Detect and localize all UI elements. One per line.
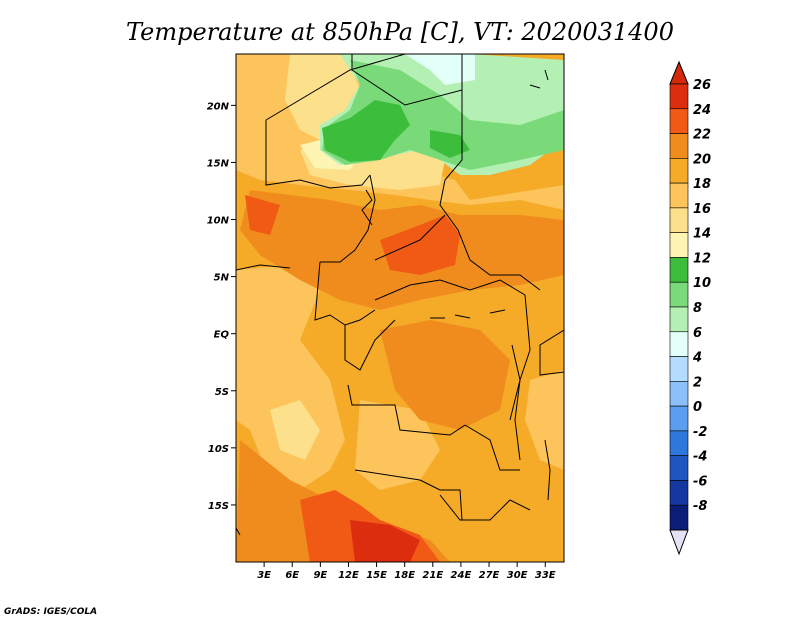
colorbar-swatch bbox=[669, 405, 689, 432]
colorbar-over-arrow bbox=[669, 60, 689, 85]
colorbar-label: 10 bbox=[693, 276, 711, 291]
field-band-16-coast bbox=[270, 400, 320, 460]
colorbar-label: 6 bbox=[693, 326, 702, 341]
lon-tick-label: 30E bbox=[507, 570, 528, 581]
lat-tick-label: 10N bbox=[207, 216, 230, 227]
map-frame bbox=[235, 53, 565, 563]
colorbar-label: 12 bbox=[693, 251, 711, 266]
field-band-22-central bbox=[380, 215, 460, 275]
colorbar-swatch bbox=[669, 158, 689, 184]
colorbar-swatch bbox=[669, 356, 689, 382]
colorbar-swatch bbox=[669, 455, 689, 481]
colorbar-label: 18 bbox=[693, 177, 711, 192]
colorbar-swatch bbox=[669, 182, 689, 209]
border-niger-chad-libya bbox=[351, 54, 463, 181]
lon-tick-label: 27E bbox=[479, 570, 500, 581]
colorbar-swatch bbox=[669, 83, 689, 110]
field-band-18-east bbox=[525, 370, 564, 470]
border-chad-sudan bbox=[439, 179, 541, 291]
field-band-6 bbox=[405, 54, 475, 85]
lat-tick-label: 10S bbox=[208, 444, 229, 455]
lon-tick-label: 24E bbox=[451, 570, 472, 581]
lake-tanganyika bbox=[509, 344, 521, 421]
colorbar-label: -2 bbox=[693, 425, 707, 440]
field-band-18-angola bbox=[355, 400, 440, 490]
coastline-sw bbox=[236, 527, 241, 536]
lat-tick-label: 5S bbox=[215, 387, 229, 398]
map-panel: 3E 6E 9E 12E 15E 18E 21E 24E 27E 30E 33E 20N 15N 10N… bbox=[207, 53, 565, 581]
colorbar-label: 22 bbox=[693, 128, 711, 143]
lat-tick-label: 15S bbox=[208, 501, 229, 512]
border-congo bbox=[344, 319, 396, 371]
field-band-22-nw bbox=[245, 195, 280, 235]
colorbar-under-arrow bbox=[669, 529, 689, 556]
colorbar-swatch bbox=[669, 430, 689, 456]
border-zambia bbox=[464, 424, 520, 471]
lon-tick-label: 12E bbox=[338, 570, 359, 581]
colorbar-label: 8 bbox=[693, 301, 702, 316]
field-band-20-basin bbox=[380, 320, 510, 430]
field-band-24-south bbox=[350, 520, 420, 562]
colorbar-swatch bbox=[669, 133, 689, 159]
colorbar-swatch bbox=[669, 504, 689, 531]
lat-tick-label: 15N bbox=[207, 158, 230, 169]
colorbar-swatch bbox=[669, 207, 689, 233]
lat-tick-label: 20N bbox=[207, 101, 230, 112]
colorbar-label: 26 bbox=[693, 78, 711, 93]
lon-tick-label: 15E bbox=[366, 570, 387, 581]
colorbar-swatch bbox=[669, 232, 689, 258]
lon-tick-label: 21E bbox=[422, 570, 443, 581]
lat-tick-label: EQ bbox=[214, 330, 230, 341]
lat-axis: 20N 15N 10N 5N EQ 5S 10S 15S bbox=[207, 101, 236, 512]
border-car-south bbox=[374, 279, 526, 301]
map-title: Temperature at 850hPa [C], VT: 202003140… bbox=[126, 18, 674, 46]
field-band-12-west bbox=[322, 100, 410, 162]
temperature-field bbox=[236, 54, 564, 562]
lon-tick-label: 3E bbox=[257, 570, 271, 581]
border-lake-victoria bbox=[539, 329, 564, 376]
colorbar-label: 4 bbox=[692, 351, 702, 366]
colorbar-swatch bbox=[669, 257, 689, 283]
border-guinea-coast bbox=[236, 264, 291, 271]
border-car-north bbox=[374, 214, 446, 261]
field-band-12-east bbox=[430, 130, 470, 158]
colorbar-label: -6 bbox=[693, 474, 707, 489]
border-drc-angola bbox=[347, 384, 466, 436]
border-nigeria-cameroon bbox=[320, 174, 376, 263]
country-borders bbox=[236, 54, 564, 536]
coastline-mediterranean bbox=[529, 69, 549, 89]
colorbar-swatch bbox=[669, 331, 689, 357]
lon-tick-label: 18E bbox=[394, 570, 415, 581]
colorbar-label: 16 bbox=[693, 202, 711, 217]
colorbar-label: -8 bbox=[693, 499, 707, 514]
colorbar-swatch bbox=[669, 306, 689, 333]
lon-tick-label: 9E bbox=[313, 570, 327, 581]
border-zimbabwe bbox=[439, 494, 531, 521]
colorbar-swatch bbox=[669, 281, 689, 308]
colorbar-label: 24 bbox=[693, 103, 711, 118]
border-mali-niger bbox=[265, 120, 371, 189]
lon-axis: 3E 6E 9E 12E 15E 18E 21E 24E 27E 30E 33E bbox=[257, 562, 556, 581]
colorbar-swatch bbox=[669, 480, 689, 506]
border-namibia-botswana bbox=[354, 469, 463, 521]
colorbar-swatch bbox=[669, 108, 689, 134]
border-gabon bbox=[314, 261, 376, 326]
lon-tick-label: 33E bbox=[535, 570, 556, 581]
border-algeria bbox=[265, 54, 406, 121]
colorbar-label: 0 bbox=[693, 400, 702, 415]
colorbar-swatch bbox=[669, 381, 689, 407]
border-lake-chad bbox=[361, 189, 373, 226]
colorbar-label: -4 bbox=[693, 450, 707, 465]
river-congo bbox=[430, 309, 506, 319]
lat-tick-label: 5N bbox=[214, 273, 230, 284]
lon-tick-label: 6E bbox=[285, 570, 299, 581]
colorbar-label: 20 bbox=[693, 152, 711, 167]
credit-label: GrADS: IGES/COLA bbox=[4, 607, 97, 617]
colorbar-label: 2 bbox=[693, 375, 702, 390]
colorbar-label: 14 bbox=[693, 227, 711, 242]
lake-malawi bbox=[544, 439, 551, 501]
